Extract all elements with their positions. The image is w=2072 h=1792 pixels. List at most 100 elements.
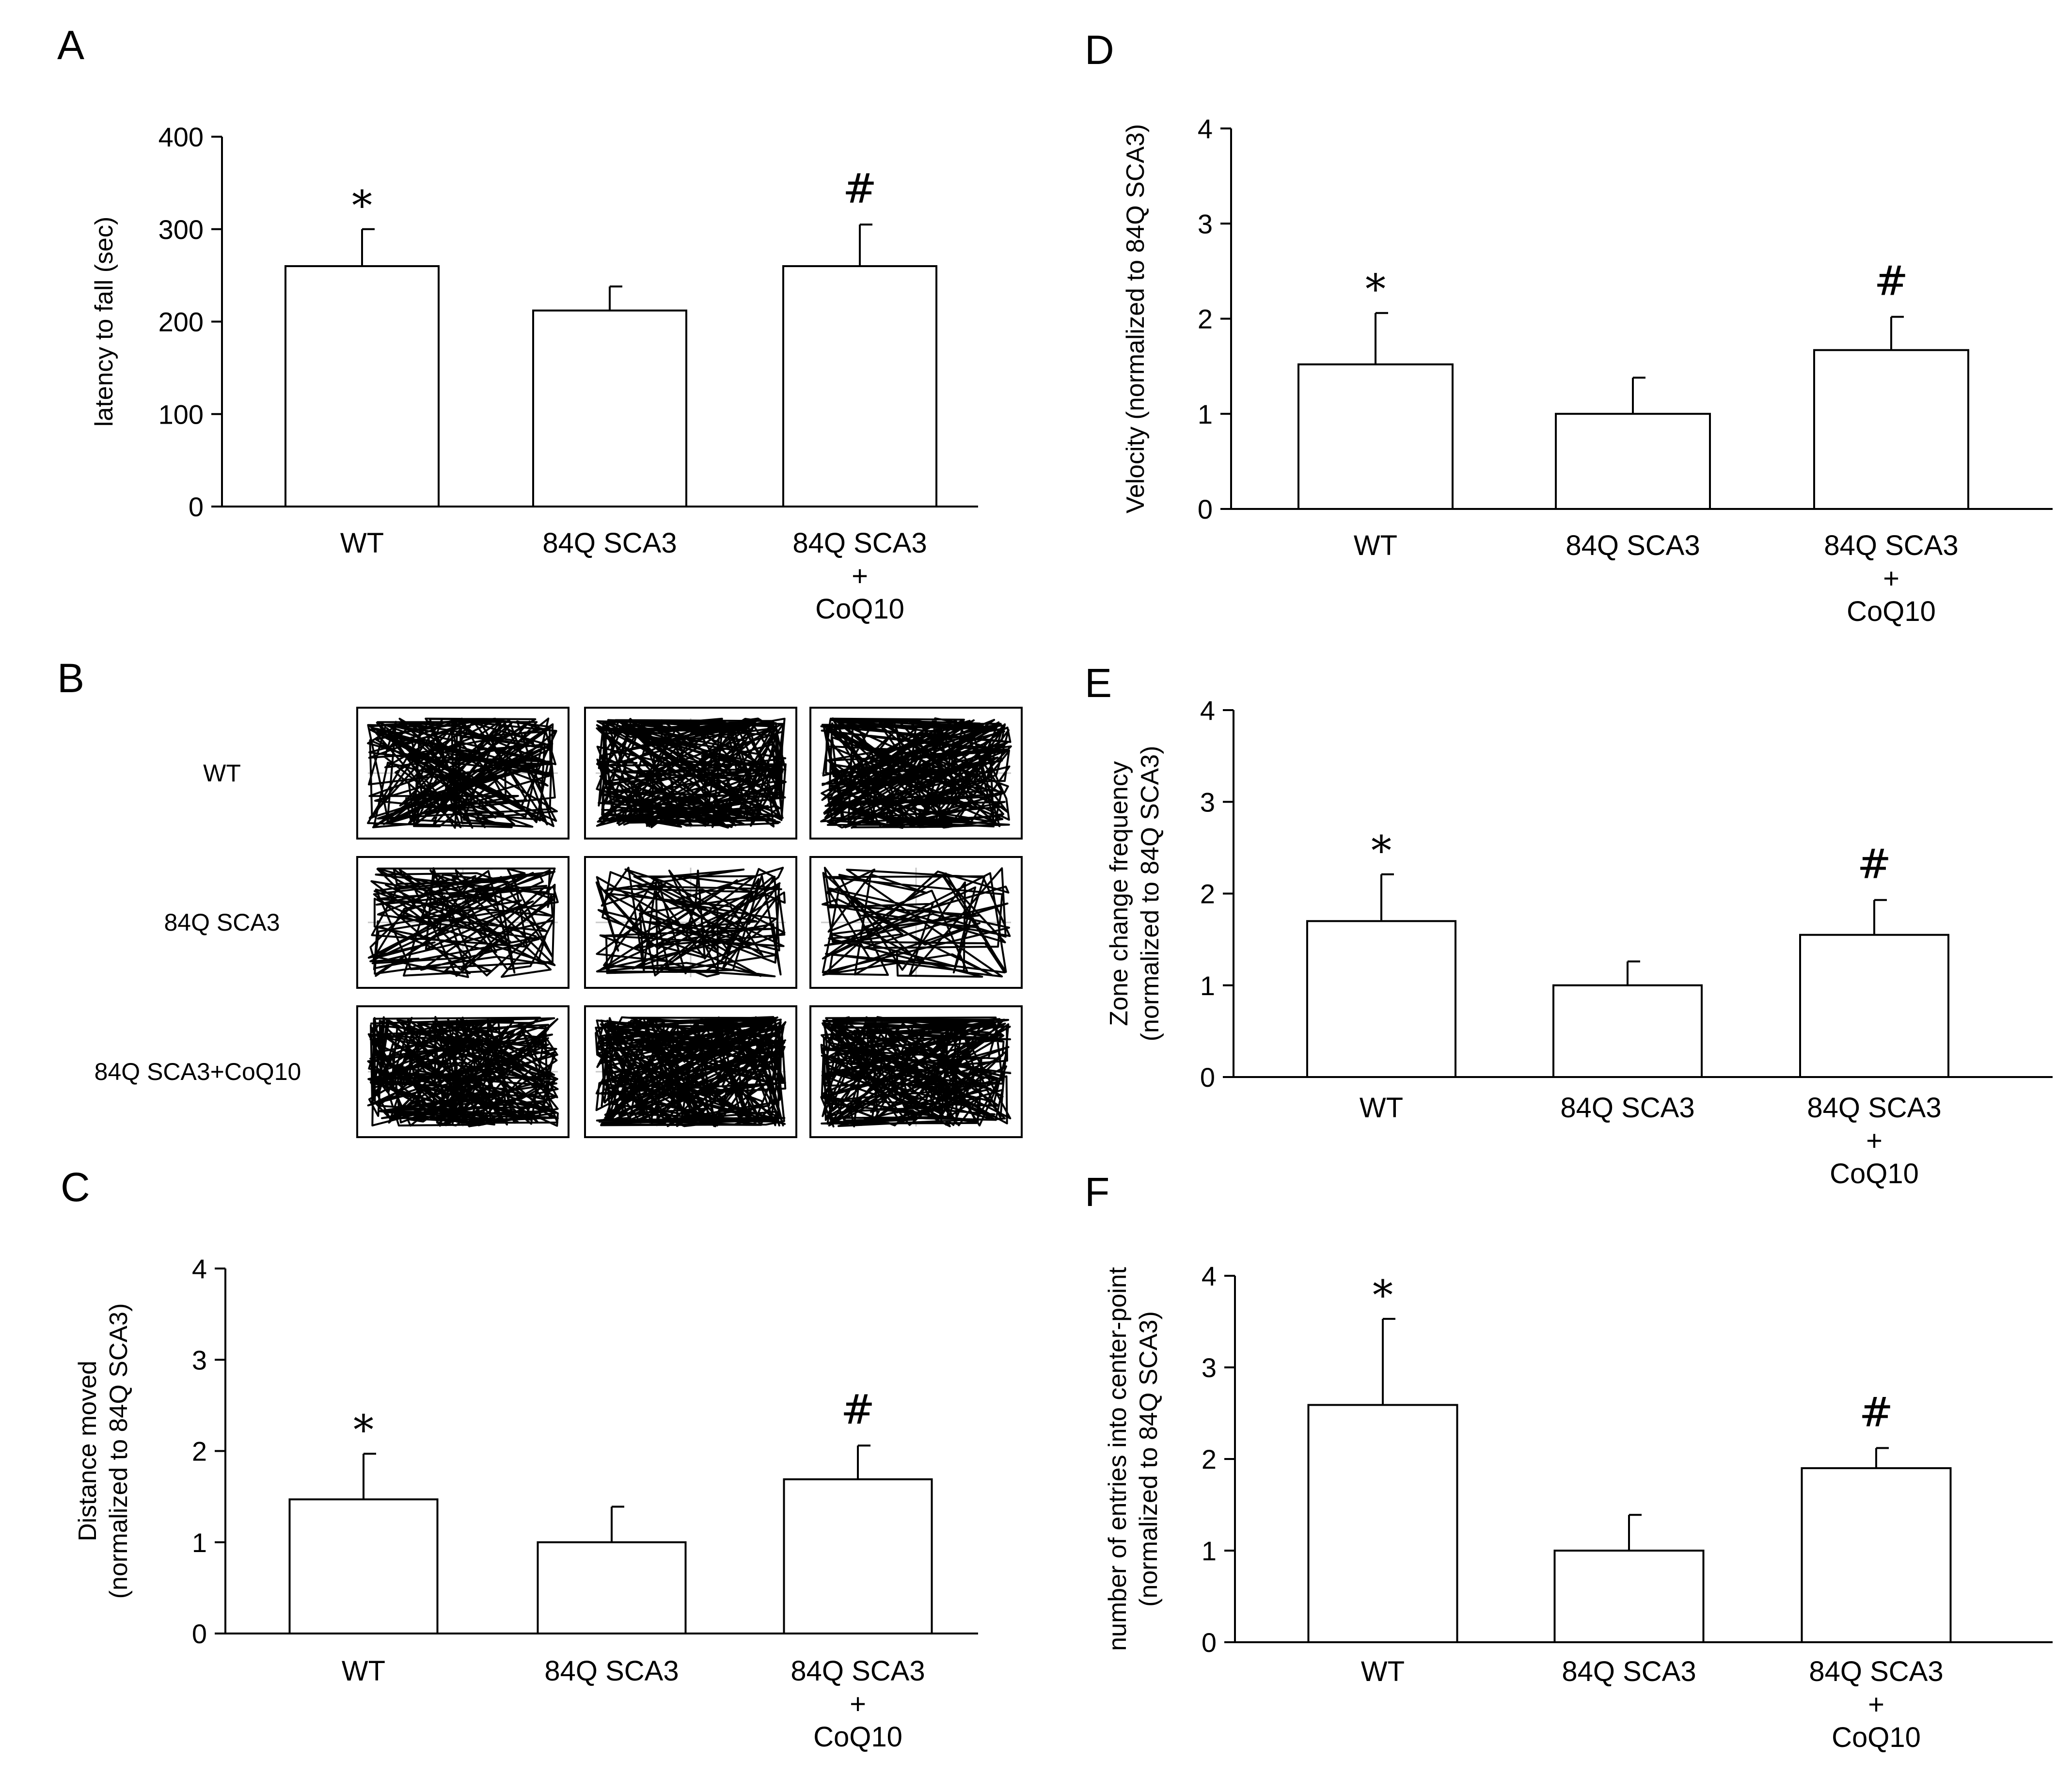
panel-letter-e: E — [1085, 660, 1112, 706]
y-tick-label: 2 — [1200, 879, 1215, 909]
y-axis-label: Velocity (normalized to 84Q SCA3) — [1122, 124, 1150, 513]
x-category-label: WT — [340, 527, 384, 559]
trace-thumbnail — [356, 856, 569, 989]
x-category-label: + — [850, 1688, 866, 1720]
y-tick-label: 2 — [192, 1436, 207, 1467]
significance-asterisk: * — [1371, 827, 1392, 874]
chart-a-latency-to-fall: 0 100 200 300 400 latency to fall (sec) * WT 84Q… — [90, 122, 978, 625]
x-category-label: 84Q SCA3 — [1562, 1656, 1696, 1687]
x-category-label: 84Q SCA3 — [1560, 1092, 1694, 1124]
significance-hash: # — [1857, 840, 1891, 888]
y-tick-label: 4 — [1198, 113, 1213, 144]
locomotion-track — [367, 717, 558, 829]
x-category-label: 84Q SCA3 — [1809, 1656, 1943, 1687]
panel-b-locomotion-traces: WT 84Q SCA3 84Q SCA3+CoQ10 — [95, 707, 1023, 1138]
trace-row-label-wt: WT — [203, 760, 241, 787]
y-tick-label: 1 — [1200, 970, 1215, 1001]
y-tick-label: 300 — [158, 214, 204, 245]
significance-asterisk: * — [1365, 266, 1386, 313]
chart-c-distance-moved: 0 1 2 3 4 Distance moved (normalized to 84Q SC… — [74, 1253, 978, 1753]
y-tick-label: 400 — [158, 122, 204, 152]
y-axis-label: latency to fall (sec) — [90, 217, 118, 427]
x-category-label: 84Q SCA3 — [1566, 530, 1700, 561]
x-category-label: + — [1866, 1125, 1882, 1157]
y-tick-label: 1 — [1202, 1536, 1217, 1566]
trace-thumbnail — [809, 1005, 1023, 1138]
y-tick-label: 4 — [1202, 1261, 1217, 1291]
x-category-label: + — [852, 560, 868, 592]
y-axis-label: Zone change frequency — [1105, 761, 1133, 1026]
y-tick-label: 3 — [1198, 208, 1213, 239]
x-category-label: 84Q SCA3 — [792, 527, 927, 559]
significance-hash: # — [1874, 257, 1908, 305]
y-tick-label: 2 — [1202, 1444, 1217, 1475]
bar-2 — [1552, 984, 1703, 1078]
bar-1 — [1307, 1404, 1458, 1643]
significance-hash: # — [1859, 1388, 1893, 1436]
x-category-label: 84Q SCA3 — [544, 1655, 679, 1687]
trace-thumbnail-grid — [356, 707, 1023, 1138]
trace-thumbnail — [584, 707, 797, 840]
y-tick-label: 3 — [1202, 1352, 1217, 1383]
significance-hash: # — [843, 165, 877, 212]
trace-thumbnail — [809, 856, 1023, 989]
bar-1 — [285, 265, 440, 507]
bar-1 — [1306, 920, 1456, 1078]
x-category-label: WT — [342, 1655, 385, 1687]
y-tick-label: 100 — [158, 399, 204, 429]
y-axis-label: Distance moved — [74, 1361, 102, 1541]
y-tick-label: 3 — [192, 1345, 207, 1375]
x-category-label: + — [1883, 563, 1899, 594]
bar-2 — [1553, 1550, 1705, 1643]
locomotion-track — [596, 717, 787, 829]
x-category-label: WT — [1354, 530, 1397, 561]
x-category-label: WT — [1361, 1656, 1405, 1687]
panel-letter-f: F — [1085, 1169, 1109, 1215]
x-category-label: 84Q SCA3 — [1807, 1092, 1941, 1124]
y-tick-label: 3 — [1200, 787, 1215, 817]
locomotion-track — [367, 867, 559, 978]
panel-letter-b: B — [57, 655, 84, 701]
trace-thumbnail — [356, 707, 569, 840]
bar-2 — [1555, 412, 1711, 510]
bar-3 — [1813, 349, 1969, 510]
y-tick-label: 4 — [192, 1253, 207, 1284]
x-category-label: CoQ10 — [813, 1721, 902, 1753]
chart-f-center-entries: 0 1 2 3 4 number of entries into center-point… — [1104, 1261, 2053, 1753]
y-tick-label: 4 — [1200, 695, 1215, 726]
trace-row-label-84q-coq10: 84Q SCA3+CoQ10 — [95, 1058, 301, 1085]
panel-letter-a: A — [57, 22, 84, 68]
y-tick-label: 0 — [1202, 1627, 1217, 1658]
x-category-label: CoQ10 — [815, 593, 904, 625]
bar-2 — [537, 1541, 687, 1634]
bar-1 — [288, 1498, 439, 1634]
locomotion-track — [595, 1016, 787, 1127]
chart-e-zone-change-frequency: 0 1 2 3 4 Zone change frequency (normalized to… — [1105, 695, 2053, 1189]
bar-3 — [1801, 1467, 1952, 1643]
y-tick-label: 1 — [192, 1527, 207, 1558]
y-tick-label: 2 — [1198, 304, 1213, 334]
significance-hash: # — [841, 1386, 875, 1433]
trace-thumbnail — [584, 1005, 797, 1138]
y-tick-label: 200 — [158, 307, 204, 337]
x-category-label: 84Q SCA3 — [542, 527, 677, 559]
y-tick-label: 0 — [1198, 494, 1213, 524]
x-category-label: CoQ10 — [1830, 1158, 1919, 1189]
locomotion-track — [822, 867, 1011, 978]
panel-letter-d: D — [1085, 27, 1114, 73]
x-category-label: 84Q SCA3 — [1824, 530, 1958, 561]
y-axis-label: (normalized to 84Q SCA3) — [105, 1303, 133, 1599]
chart-d-velocity: 0 1 2 3 4 Velocity (normalized to 84Q SCA3) * W… — [1122, 113, 2053, 627]
y-tick-label: 1 — [1198, 399, 1213, 429]
y-axis-label: number of entries into center-point — [1104, 1267, 1132, 1651]
y-axis-label: (normalized to 84Q SCA3) — [1135, 1311, 1163, 1607]
bar-3 — [1799, 934, 1949, 1078]
y-tick-label: 0 — [189, 492, 204, 522]
x-category-label: WT — [1360, 1092, 1403, 1124]
locomotion-track — [367, 1016, 559, 1127]
bar-3 — [782, 265, 937, 507]
locomotion-track — [595, 867, 786, 978]
x-category-label: CoQ10 — [1847, 596, 1936, 627]
y-tick-label: 0 — [1200, 1062, 1215, 1093]
